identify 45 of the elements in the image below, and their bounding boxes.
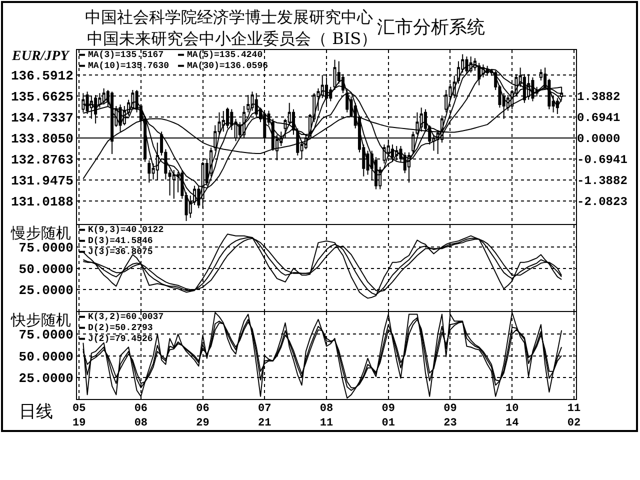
- y-tick-label: 131.0188: [10, 194, 74, 210]
- chart-subtitle: 中国未来研究会中小企业委员会（ BIS）: [87, 29, 378, 48]
- y-axis-title: 快步随机: [10, 311, 71, 329]
- y-tick-label: 134.7337: [10, 110, 74, 126]
- x-tick-label: 06 29: [196, 403, 210, 430]
- legend-label: MA(10)=135.7630: [88, 61, 170, 71]
- y2-tick-label: -2.0823: [577, 195, 628, 210]
- legend-label: MA(5)=135.4240: [187, 50, 263, 60]
- x-axis-title: 日线: [19, 402, 53, 422]
- y-tick-label: 132.8763: [10, 152, 74, 168]
- y-axis-title: 慢步随机: [10, 224, 71, 242]
- text: 汇市分析系统: [377, 17, 485, 38]
- legend-label: MA(30)=136.0596: [187, 61, 268, 71]
- x-tick-label: 08 11: [320, 403, 334, 430]
- x-tick-label: 07 21: [258, 403, 272, 430]
- x-tick-label: 09 01: [382, 403, 396, 430]
- legend-label: K(3,2)=60.0037: [88, 312, 164, 322]
- y2-tick-label: -1.3882: [577, 174, 628, 188]
- y-tick-label: 25.0000: [18, 283, 74, 298]
- y-tick-label: 75.0000: [18, 240, 74, 256]
- legend-label: D(3)=41.5846: [88, 236, 153, 246]
- y-tick-label: 133.8050: [10, 132, 74, 147]
- y-tick-label: 135.6625: [10, 90, 74, 105]
- y-tick-label: 136.5912: [10, 68, 74, 84]
- x-tick-label: 05 19: [72, 403, 86, 430]
- y-axis-title: EUR/JPY: [11, 49, 70, 64]
- y-tick-label: 25.0000: [18, 370, 74, 386]
- y2-tick-label: -0.6941: [577, 153, 628, 168]
- y-tick-label: 75.0000: [18, 328, 74, 343]
- y-tick-label: 50.0000: [18, 349, 74, 364]
- legend-label: K(9,3)=40.0122: [88, 225, 164, 235]
- y2-tick-label: 1.3882: [577, 90, 620, 104]
- legend-label: J(2)=79.4526: [88, 334, 153, 344]
- chart-title: 中国社会科学院经济学博士发展研究中心: [85, 8, 373, 27]
- x-tick-label: 11 02: [567, 403, 581, 430]
- y2-tick-label: 0.6941: [577, 111, 620, 126]
- y2-tick-label: 0.0000: [577, 132, 620, 146]
- x-tick-label: 06 08: [134, 403, 148, 430]
- legend-label: MA(3)=135.5167: [88, 50, 164, 60]
- legend-label: J(3)=36.8675: [88, 247, 153, 257]
- x-tick-label: 09 23: [444, 403, 458, 430]
- x-tick-label: 10 14: [505, 403, 520, 430]
- y-tick-label: 50.0000: [18, 262, 74, 277]
- y-tick-label: 131.9475: [10, 174, 74, 189]
- legend-label: D(2)=50.2793: [88, 323, 153, 333]
